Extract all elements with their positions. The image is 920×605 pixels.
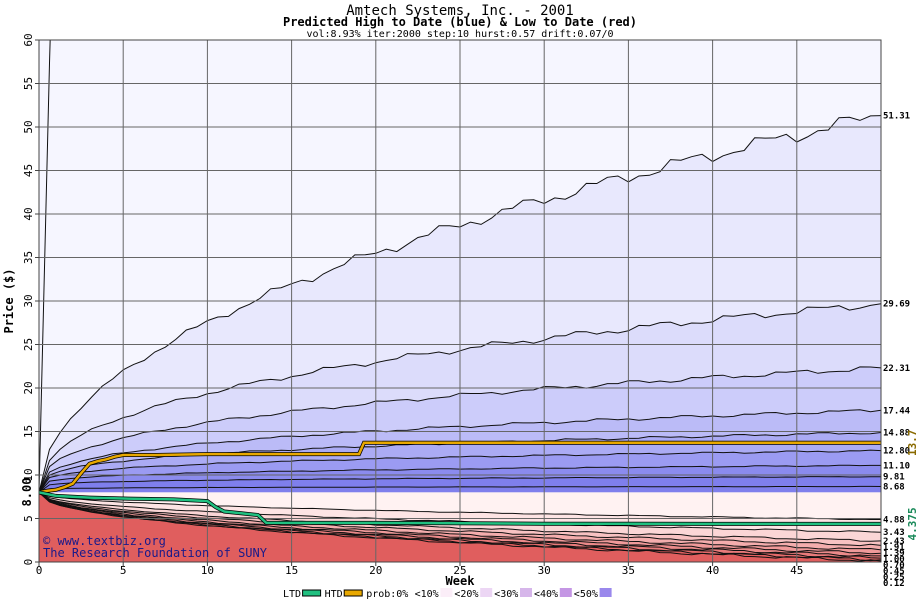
high-band-3 bbox=[39, 366, 881, 493]
x-tick-label: 40 bbox=[706, 564, 719, 577]
high-level-label: 22.31 bbox=[883, 364, 910, 374]
low-level-label: 1.39 bbox=[883, 549, 905, 559]
chart-params: vol:8.93% iter:2000 step:10 hurst:0.57 d… bbox=[306, 29, 613, 40]
legend-label: <40% bbox=[534, 589, 558, 600]
low-level-label: 0.70 bbox=[883, 561, 905, 571]
high-level-label: 29.69 bbox=[883, 300, 910, 310]
start-price-label: 8.00 bbox=[20, 478, 34, 507]
low-band-bottom bbox=[39, 492, 881, 562]
legend-label: <50% bbox=[574, 589, 598, 600]
x-tick-label: 5 bbox=[120, 564, 127, 577]
y-tick-label: 10 bbox=[22, 468, 35, 481]
high-band-7 bbox=[39, 465, 881, 493]
y-tick-label: 40 bbox=[22, 207, 35, 220]
high-level-label: 51.31 bbox=[883, 112, 910, 122]
x-tick-label: 30 bbox=[538, 564, 551, 577]
high-band-5 bbox=[39, 432, 881, 493]
y-tick-label: 25 bbox=[22, 338, 35, 351]
high-level-label: 14.88 bbox=[883, 429, 910, 439]
high-band-0 bbox=[39, 40, 881, 493]
legend-color-swatch bbox=[440, 588, 453, 597]
high-level-label: 12.80 bbox=[883, 447, 910, 457]
legend-color-swatch bbox=[480, 588, 493, 597]
credit-org: The Research Foundation of SUNY bbox=[43, 546, 268, 560]
chart-title: Amtech Systems, Inc. - 2001 bbox=[346, 3, 574, 19]
y-tick-label: 45 bbox=[22, 164, 35, 177]
x-axis-title: Week bbox=[446, 574, 476, 588]
high-level-label: 11.10 bbox=[883, 461, 910, 471]
series-end-label: 4.375 bbox=[906, 507, 919, 540]
legend: LTD HTD prob:0% <10% <20% <30% <40% <50% bbox=[283, 588, 612, 600]
legend-label: LTD bbox=[283, 589, 301, 600]
x-tick-label: 10 bbox=[201, 564, 214, 577]
x-tick-label: 35 bbox=[622, 564, 635, 577]
y-axis-ticks: 0 5 10 15 20 25 30 35 40 45 50 55 60 bbox=[22, 33, 39, 565]
low-level-label: 2.43 bbox=[883, 537, 905, 547]
chart-subtitle: Predicted High to Date (blue) & Low to D… bbox=[283, 15, 637, 29]
y-tick-label: 15 bbox=[22, 425, 35, 438]
y-tick-label: 30 bbox=[22, 294, 35, 307]
legend-line-swatch bbox=[343, 589, 363, 597]
legend-label: HTD bbox=[325, 589, 343, 600]
x-tick-label: 0 bbox=[36, 564, 43, 577]
x-tick-label: 20 bbox=[369, 564, 382, 577]
high-band-4 bbox=[39, 409, 881, 493]
x-tick-label: 45 bbox=[790, 564, 803, 577]
y-tick-label: 20 bbox=[22, 381, 35, 394]
series-lines bbox=[39, 440, 881, 526]
low-band-2 bbox=[39, 492, 881, 542]
low-level-label: 3.43 bbox=[883, 528, 905, 538]
y-tick-label: 55 bbox=[22, 77, 35, 90]
series-line-htd bbox=[39, 441, 881, 494]
legend-color-swatch bbox=[599, 588, 612, 597]
series-line-ltd bbox=[39, 491, 881, 526]
y-axis-title: Price ($) bbox=[2, 268, 16, 333]
y-tick-label: 5 bbox=[22, 515, 35, 522]
low-level-label: 4.88 bbox=[883, 516, 905, 526]
grid-lines bbox=[39, 40, 881, 562]
low-level-label: 0.45 bbox=[883, 567, 905, 577]
low-level-label: 1.91 bbox=[883, 543, 905, 553]
high-level-label: 9.81 bbox=[883, 473, 905, 483]
x-tick-label: 25 bbox=[453, 564, 466, 577]
credit-site: © www.textbiz.org bbox=[43, 534, 166, 548]
legend-label: prob:0% bbox=[366, 589, 408, 600]
legend-color-swatch bbox=[559, 588, 572, 597]
low-level-label: 0.25 bbox=[883, 573, 905, 583]
y-tick-label: 0 bbox=[22, 559, 35, 566]
y-tick-label: 35 bbox=[22, 251, 35, 264]
x-tick-label: 15 bbox=[285, 564, 298, 577]
high-level-label: 17.44 bbox=[883, 406, 911, 416]
high-band-2 bbox=[39, 303, 881, 493]
y-tick-label: 50 bbox=[22, 120, 35, 133]
legend-line-swatch bbox=[302, 589, 322, 597]
right-level-labels: 51.31 29.69 22.31 17.44 14.88 12.80 11.10 9.818… bbox=[883, 112, 919, 589]
legend-label: <30% bbox=[494, 589, 518, 600]
low-level-label: 0.12 bbox=[883, 579, 905, 589]
legend-label: <10% bbox=[415, 589, 439, 600]
low-level-label: 1.00 bbox=[883, 555, 905, 565]
x-axis-ticks: 0 5 10 15 20 25 30 35 40 45 bbox=[36, 562, 803, 577]
high-band-6 bbox=[39, 450, 881, 493]
legend-color-swatch bbox=[520, 588, 532, 597]
legend-label: <20% bbox=[454, 589, 478, 600]
high-level-label: 8.68 bbox=[883, 482, 905, 492]
y-tick-label: 60 bbox=[22, 33, 35, 46]
series-end-label: 13.7 bbox=[906, 430, 919, 457]
